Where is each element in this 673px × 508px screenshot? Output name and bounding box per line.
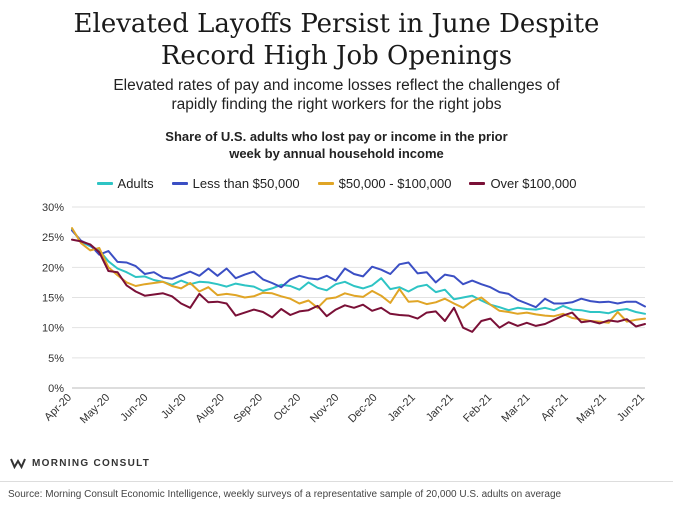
morning-consult-logo-icon bbox=[10, 458, 26, 469]
legend-item-50k-100k: $50,000 - $100,000 bbox=[317, 176, 452, 191]
legend-label-over-100k: Over $100,000 bbox=[490, 176, 577, 191]
legend-label-adults: Adults bbox=[117, 176, 154, 191]
y-tick-label: 5% bbox=[48, 353, 64, 365]
x-tick-label: Jan-21 bbox=[386, 392, 418, 424]
y-tick-label: 25% bbox=[42, 232, 64, 244]
chart-title-line-1: Share of U.S. adults who lost pay or inc… bbox=[165, 129, 508, 144]
headline-line-2: Record High Job Openings bbox=[160, 41, 513, 71]
headline-line-1: Elevated Layoffs Persist in June Despite bbox=[73, 9, 600, 39]
subheadline-line-2: rapidly finding the right workers for th… bbox=[171, 96, 502, 113]
chart-title-line-2: week by annual household income bbox=[229, 146, 444, 161]
subheadline-line-1: Elevated rates of pay and income losses … bbox=[113, 77, 560, 94]
x-tick-label: Apr-20 bbox=[42, 392, 74, 424]
legend-item-less-than-50k: Less than $50,000 bbox=[171, 176, 300, 191]
legend-label-less-than-50k: Less than $50,000 bbox=[192, 176, 300, 191]
legend-item-over-100k: Over $100,000 bbox=[469, 176, 576, 191]
y-tick-label: 30% bbox=[42, 202, 64, 214]
legend-label-50k-100k: $50,000 - $100,000 bbox=[338, 176, 452, 191]
x-tick-label: Jan-21 bbox=[424, 392, 456, 424]
brand-name: MORNING CONSULT bbox=[32, 457, 151, 469]
x-tick-label: Sep-20 bbox=[232, 392, 266, 426]
legend-swatch-over-100k bbox=[469, 182, 486, 185]
footer-divider bbox=[0, 481, 673, 482]
x-tick-label: Nov-20 bbox=[308, 392, 342, 426]
y-tick-label: 0% bbox=[48, 383, 64, 395]
series-line-lt50 bbox=[71, 229, 646, 309]
source-note: Source: Morning Consult Economic Intelli… bbox=[8, 489, 562, 500]
series-line-mid bbox=[71, 227, 646, 324]
x-tick-label: May-20 bbox=[78, 392, 112, 426]
legend-swatch-adults bbox=[96, 182, 113, 185]
x-tick-label: Feb-21 bbox=[461, 392, 494, 425]
x-tick-label: Apr-21 bbox=[539, 392, 571, 424]
chart-title: Share of U.S. adults who lost pay or inc… bbox=[0, 128, 673, 162]
series-line-adults bbox=[71, 228, 646, 315]
x-tick-label: Jul-20 bbox=[159, 392, 189, 422]
legend-swatch-50k-100k bbox=[317, 182, 334, 185]
y-tick-label: 10% bbox=[42, 323, 64, 335]
x-tick-label: Jun-20 bbox=[118, 392, 150, 424]
brand-logo: MORNING CONSULT bbox=[10, 457, 150, 469]
x-tick-label: May-21 bbox=[574, 392, 608, 426]
series-line-over100 bbox=[71, 238, 646, 333]
legend-swatch-less-than-50k bbox=[171, 182, 188, 185]
legend-item-adults: Adults bbox=[96, 176, 154, 191]
x-tick-label: Oct-20 bbox=[271, 392, 303, 424]
subheadline: Elevated rates of pay and income losses … bbox=[0, 76, 673, 114]
line-chart: 0% 5% 10% 15% 20% 25% 30% Apr-20 May-20 Jun-20 Jul… bbox=[42, 202, 647, 426]
x-tick-label: Jun-21 bbox=[615, 392, 647, 424]
chart-legend: Adults Less than $50,000 $50,000 - $100,… bbox=[0, 176, 673, 191]
x-tick-label: Mar-21 bbox=[499, 392, 532, 425]
y-tick-label: 15% bbox=[42, 293, 64, 305]
y-tick-label: 20% bbox=[42, 262, 64, 274]
headline: Elevated Layoffs Persist in June Despite… bbox=[0, 8, 673, 72]
x-tick-label: Aug-20 bbox=[193, 392, 227, 426]
x-tick-label: Dec-20 bbox=[346, 392, 380, 426]
